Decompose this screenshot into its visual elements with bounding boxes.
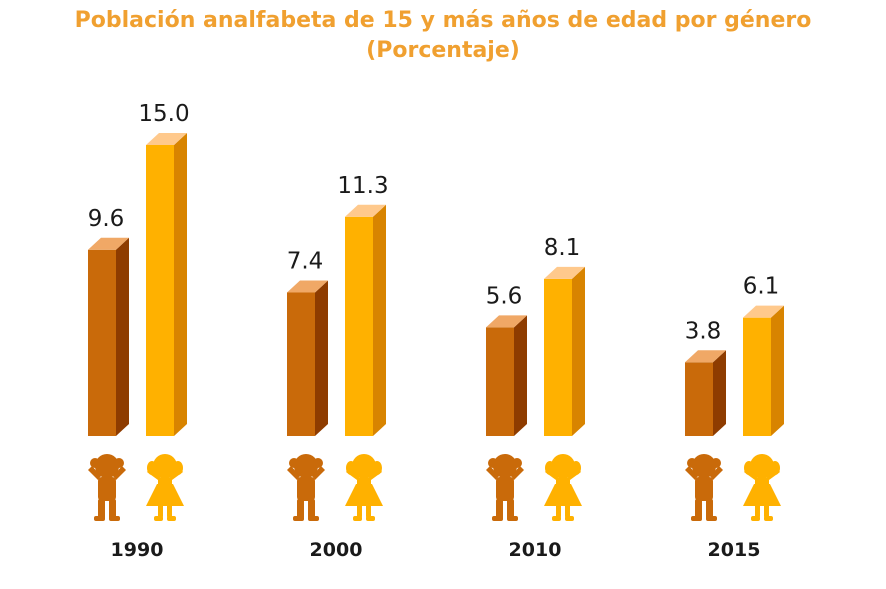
girl-icon <box>345 454 383 521</box>
bar-front <box>486 327 514 436</box>
bar <box>685 350 726 436</box>
bar-side <box>514 315 527 436</box>
bar-top <box>486 315 527 328</box>
bar-side <box>116 237 129 436</box>
bar <box>544 266 585 436</box>
boy-icon <box>685 454 723 521</box>
data-label: 15.0 <box>138 101 189 127</box>
bar <box>287 280 328 436</box>
bar <box>486 315 527 436</box>
bar-top <box>146 133 187 145</box>
bar-front <box>544 278 572 436</box>
bar-top <box>685 350 726 363</box>
data-label: 8.1 <box>544 235 581 261</box>
chart-title-block: Población analfabeta de 15 y más años de… <box>0 6 886 66</box>
bar-top <box>345 204 386 217</box>
category-label: 1990 <box>111 539 164 561</box>
bar-top <box>287 280 328 293</box>
bar-top <box>544 266 585 279</box>
bar-front <box>345 216 373 436</box>
bar-front <box>88 249 116 436</box>
chart-subtitle: (Porcentaje) <box>366 38 520 63</box>
bar <box>146 133 187 436</box>
bar <box>743 305 784 436</box>
boy-icon <box>486 454 524 521</box>
data-label: 11.3 <box>337 173 388 199</box>
data-label: 9.6 <box>88 206 125 232</box>
bar-side <box>713 350 726 436</box>
bar-top <box>88 237 129 250</box>
data-label: 5.6 <box>486 283 523 309</box>
bar-side <box>572 266 585 436</box>
category-label: 2000 <box>310 539 363 561</box>
bar-top <box>743 305 784 318</box>
bar-front <box>685 362 713 436</box>
girl-icon <box>743 454 781 521</box>
bar-side <box>174 133 187 436</box>
data-label: 6.1 <box>743 274 780 300</box>
bar <box>345 204 386 436</box>
data-label: 3.8 <box>685 318 722 344</box>
data-label: 7.4 <box>287 248 324 274</box>
bar-front <box>287 292 315 436</box>
boy-icon <box>88 454 126 521</box>
bar-front <box>743 317 771 436</box>
girl-icon <box>544 454 582 521</box>
bar-side <box>373 204 386 436</box>
bar-front <box>146 145 174 436</box>
girl-icon <box>146 454 184 521</box>
chart-title: Población analfabeta de 15 y más años de… <box>74 8 812 33</box>
bar-side <box>771 305 784 436</box>
category-label: 2015 <box>708 539 761 561</box>
category-label: 2010 <box>509 539 562 561</box>
bar-side <box>315 280 328 436</box>
boy-icon <box>287 454 325 521</box>
bar <box>88 237 129 436</box>
